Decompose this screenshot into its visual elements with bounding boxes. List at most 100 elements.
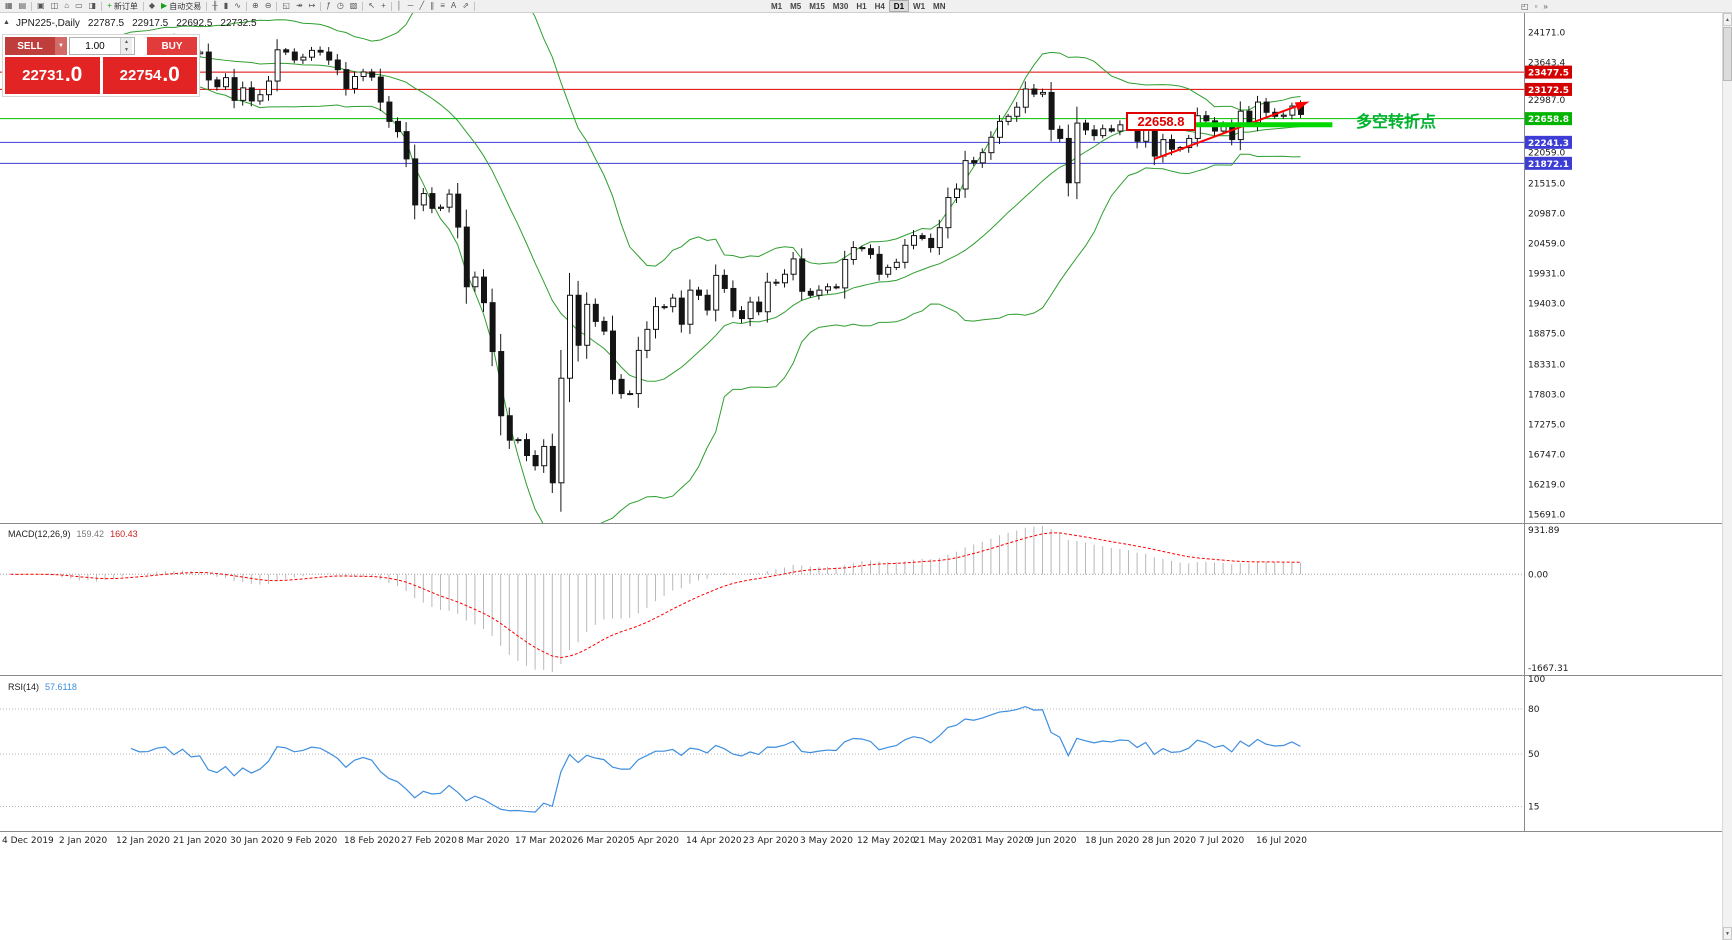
crosshair-icon[interactable]: +: [378, 0, 389, 12]
auto-scroll-icon[interactable]: ↠: [293, 0, 306, 12]
tf-m30-button[interactable]: M30: [829, 0, 853, 12]
svg-text:17275.0: 17275.0: [1528, 421, 1565, 431]
sell-price-frac: .0: [64, 62, 83, 86]
arrows-icon[interactable]: ⇗: [459, 0, 472, 12]
text-label-icon[interactable]: A: [448, 0, 459, 12]
bar-chart-icon[interactable]: ╫: [209, 0, 221, 12]
scrollbar-thumb[interactable]: [1723, 27, 1732, 81]
tf-mn-button[interactable]: MN: [929, 0, 949, 12]
vertical-scrollbar[interactable]: ▲ ▼: [1722, 13, 1732, 940]
zoom-out-icon[interactable]: ⊖: [262, 0, 275, 12]
profiles-icon[interactable]: ▤: [16, 0, 30, 12]
navigator-icon[interactable]: ⌂: [61, 0, 72, 12]
metaeditor-icon: ◆: [148, 1, 156, 10]
fibonacci-icon[interactable]: ≡: [437, 0, 448, 12]
sell-dropdown-icon[interactable]: ▼: [55, 37, 67, 55]
navigator-icon: ⌂: [64, 1, 70, 10]
trend-arrow-line[interactable]: [1153, 101, 1310, 160]
vertical-line-icon[interactable]: │: [394, 0, 405, 12]
toolbar-sep: [390, 1, 392, 11]
market-watch-icon[interactable]: ▣: [34, 0, 48, 12]
tf-m5-button-label: M5: [790, 1, 802, 11]
spin-up-icon[interactable]: ▲: [121, 38, 132, 46]
close-value: 22732.5: [220, 18, 257, 29]
tf-m30-button-label: M30: [832, 1, 849, 11]
tf-m5-button[interactable]: M5: [786, 0, 805, 12]
tf-h4-button[interactable]: H4: [871, 0, 889, 12]
new-chart-icon[interactable]: ▦: [2, 0, 16, 12]
open-value: 22787.5: [87, 18, 125, 29]
one-click-toggle-icon[interactable]: ▲: [3, 19, 10, 26]
svg-text:22658.8: 22658.8: [1528, 115, 1569, 125]
tf-d1-button[interactable]: D1: [888, 0, 910, 12]
svg-text:18 Feb 2020: 18 Feb 2020: [344, 836, 400, 846]
new-order-icon: +: [107, 1, 112, 10]
toolbar-right-group: ◰ ▫ »: [1518, 0, 1551, 13]
svg-text:3 May 2020: 3 May 2020: [800, 836, 853, 846]
periods-icon[interactable]: ◷: [334, 0, 347, 12]
tile-windows-icon[interactable]: ◱: [279, 0, 293, 12]
channel-icon: ∥: [430, 1, 435, 10]
tf-m1-button[interactable]: M1: [767, 0, 786, 12]
scroll-down-icon[interactable]: ▼: [1723, 927, 1732, 940]
channel-icon[interactable]: ∥: [427, 0, 437, 12]
autotrading-icon: ▶: [161, 1, 168, 10]
templates-icon[interactable]: ▧: [347, 0, 361, 12]
chart-annotation-text[interactable]: 多空转折点: [1356, 114, 1437, 131]
price-level-label[interactable]: 22658.8: [1126, 112, 1196, 131]
toolbar-sep: [320, 1, 322, 11]
svg-text:30 Jan 2020: 30 Jan 2020: [230, 836, 284, 846]
volume-spinner[interactable]: ▲ ▼: [120, 38, 132, 54]
candlestick-chart-icon: ▮: [223, 1, 229, 10]
low-value: 22692.5: [176, 18, 213, 29]
svg-text:16219.0: 16219.0: [1528, 481, 1565, 491]
rsi-value: 57.6118: [45, 682, 77, 692]
line-chart-icon[interactable]: ∿: [231, 0, 244, 12]
svg-text:8 Mar 2020: 8 Mar 2020: [458, 836, 510, 846]
candlestick-chart-icon[interactable]: ▮: [221, 0, 231, 12]
scroll-up-icon[interactable]: ▲: [1723, 13, 1732, 26]
tf-m15-button[interactable]: M15: [805, 0, 829, 12]
new-order-button[interactable]: + 新订单: [104, 0, 141, 12]
zoom-in-icon[interactable]: ⊕: [249, 0, 262, 12]
rsi-panel: [0, 705, 1524, 813]
volume-input[interactable]: [70, 38, 120, 54]
spin-down-icon[interactable]: ▼: [121, 46, 132, 54]
indicators-icon[interactable]: ƒ: [323, 0, 333, 12]
chart-shift-icon[interactable]: ↦: [306, 0, 319, 12]
svg-text:4 Dec 2019: 4 Dec 2019: [2, 836, 54, 846]
terminal-icon[interactable]: ▭: [72, 0, 86, 12]
dock-window-icon[interactable]: ◰: [1518, 1, 1532, 13]
horizontal-line-icon[interactable]: ─: [405, 0, 417, 12]
buy-price-display[interactable]: 22754 .0: [102, 57, 197, 94]
autotrading-button[interactable]: ▶ 自动交易: [158, 0, 204, 12]
macd-panel: [0, 526, 1524, 672]
tf-h1-button[interactable]: H1: [852, 0, 870, 12]
cursor-icon[interactable]: ↖: [365, 0, 378, 12]
svg-text:26 Mar 2020: 26 Mar 2020: [572, 836, 629, 846]
periods-icon: ◷: [336, 1, 344, 10]
more-tools-icon[interactable]: »: [1540, 1, 1550, 13]
tf-w1-button[interactable]: W1: [909, 0, 929, 12]
new-window-icon[interactable]: ▫: [1532, 1, 1541, 13]
trendline-icon[interactable]: ╱: [416, 0, 427, 12]
svg-text:5 Apr 2020: 5 Apr 2020: [629, 836, 679, 846]
data-window-icon[interactable]: ◫: [48, 0, 62, 12]
metaeditor-icon[interactable]: ◆: [146, 0, 158, 12]
macd-title: MACD(12,26,9): [8, 529, 71, 539]
svg-text:18 Jun 2020: 18 Jun 2020: [1085, 836, 1139, 846]
svg-text:22241.3: 22241.3: [1528, 139, 1569, 149]
chart-ohlc-line: JPN225-,Daily 22787.5 22917.5 22692.5 22…: [16, 18, 257, 29]
tile-windows-icon: ◱: [282, 1, 290, 10]
data-window-icon: ◫: [50, 1, 59, 10]
dock-window-icon: ◰: [1521, 1, 1529, 11]
buy-button[interactable]: BUY: [147, 37, 197, 55]
chart-window: 931.89 0.00 -1667.31 100 80 50 15 24171.0 23643.…: [0, 13, 1732, 940]
sell-button[interactable]: SELL ▼: [5, 37, 67, 55]
strategy-tester-icon[interactable]: ◨: [86, 0, 100, 12]
text-label-icon: A: [450, 1, 457, 10]
toolbar-sep: [245, 1, 247, 11]
svg-text:16747.0: 16747.0: [1528, 451, 1565, 461]
sell-price-display[interactable]: 22731 .0: [5, 57, 100, 94]
